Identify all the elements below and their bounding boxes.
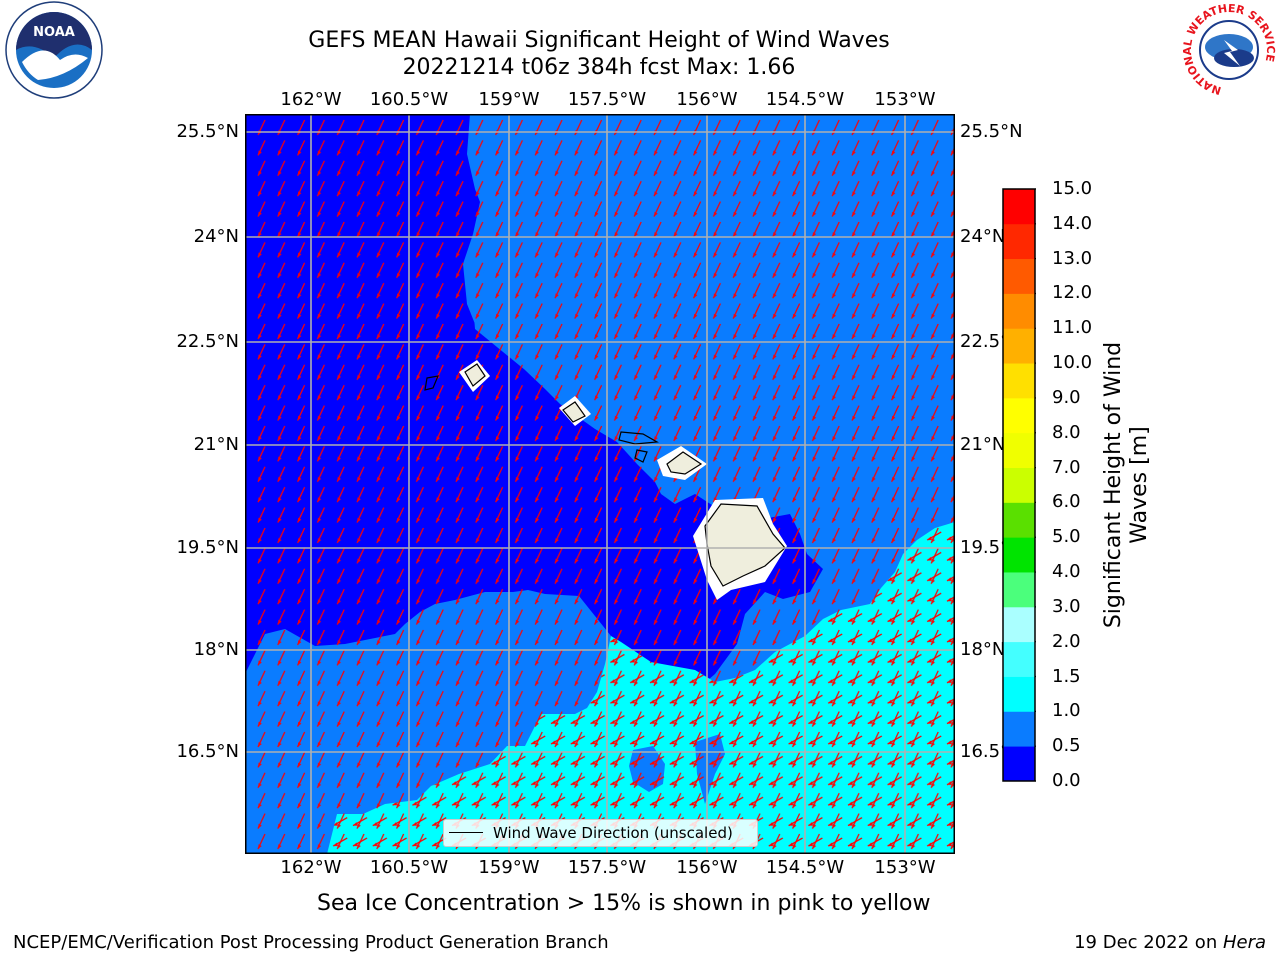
colorbar-segment-15	[1003, 223, 1035, 260]
hawaii-islands	[424, 360, 787, 600]
colorbar-tick-label: 7.0	[1052, 456, 1081, 478]
colorbar-tick-label: 14.0	[1052, 212, 1093, 234]
noaa-logo-text: NOAA	[33, 25, 75, 40]
colorbar-label: Significant Height of Wind Waves [m]	[1101, 342, 1153, 628]
lat-tick-right-21: 21°N	[960, 434, 1006, 455]
colorbar-tick-label: 1.5	[1052, 665, 1081, 687]
colorbar-tick-label: 5.0	[1052, 526, 1081, 548]
lon-tick-top-162: 162°W	[280, 89, 342, 110]
lat-tick-left-21: 21°N	[193, 434, 239, 455]
island-lanai	[634, 449, 648, 463]
colorbar-tick-label: 3.0	[1052, 595, 1081, 617]
colorbar-frame	[1002, 188, 1036, 782]
colorbar-ticks	[1035, 188, 1036, 782]
colorbar-segment-14	[1003, 258, 1035, 294]
colorbar-tick-label: 8.0	[1052, 421, 1081, 443]
legend-line-sample	[449, 832, 483, 833]
wave-height-map	[245, 114, 955, 854]
colorbar-segment-11	[1003, 363, 1035, 399]
lat-tick-right-25-5: 25.5°N	[960, 121, 1023, 142]
lat-tick-left-24: 24°N	[193, 226, 239, 247]
colorbar-segment-13	[1003, 293, 1035, 329]
lat-tick-left-18: 18°N	[193, 639, 239, 660]
colorbar-label-line1: Significant Height of Wind	[1101, 341, 1126, 629]
lon-tick-bottom-159: 159°W	[478, 857, 540, 878]
lat-lon-grid	[245, 114, 955, 854]
lon-tick-top-154-5: 154.5°W	[765, 89, 845, 110]
footer-host: Hera	[1222, 932, 1266, 953]
colorbar-segment-6	[1003, 537, 1035, 573]
lon-tick-bottom-154-5: 154.5°W	[765, 857, 845, 878]
island-oahu	[562, 401, 586, 423]
lat-tick-left-25-5: 25.5°N	[176, 121, 239, 142]
colorbar-tick-label: 13.0	[1052, 247, 1093, 269]
footer-left: NCEP/EMC/Verification Post Processing Pr…	[13, 932, 609, 953]
lon-tick-top-153: 153°W	[874, 89, 936, 110]
colorbar-segment-12	[1003, 328, 1035, 364]
lat-tick-left-16-5: 16.5°N	[176, 741, 239, 762]
colorbar	[1002, 188, 1036, 782]
lon-tick-bottom-162: 162°W	[280, 857, 342, 878]
lon-tick-top-159: 159°W	[478, 89, 540, 110]
footer-date: 19 Dec 2022 on	[1074, 932, 1223, 953]
lat-tick-right-24: 24°N	[960, 226, 1006, 247]
wind-wave-legend: Wind Wave Direction (unscaled)	[443, 819, 758, 847]
lon-tick-bottom-153: 153°W	[874, 857, 936, 878]
colorbar-tick-label: 2.0	[1052, 630, 1081, 652]
colorbar-segment-1	[1003, 711, 1035, 747]
lon-tick-bottom-160-5: 160.5°W	[369, 857, 449, 878]
colorbar-label-line2: Waves [m]	[1127, 426, 1152, 544]
sea-ice-note: Sea Ice Concentration > 15% is shown in …	[317, 891, 931, 916]
island-niihau	[424, 375, 439, 391]
colorbar-segment-2	[1003, 676, 1035, 712]
colorbar-segment-16	[1003, 189, 1035, 225]
legend-label: Wind Wave Direction (unscaled)	[493, 824, 733, 842]
colorbar-tick-label: 11.0	[1052, 317, 1093, 339]
island-hawaii	[704, 503, 786, 587]
island-molokai	[618, 431, 659, 445]
colorbar-segment-7	[1003, 502, 1035, 538]
colorbar-segment-3	[1003, 641, 1035, 677]
colorbar-segment-10	[1003, 397, 1035, 434]
lon-tick-bottom-156: 156°W	[676, 857, 738, 878]
lon-tick-top-157-5: 157.5°W	[567, 89, 647, 110]
colorbar-segment-4	[1003, 606, 1035, 643]
colorbar-tick-label: 0.0	[1052, 770, 1081, 791]
lat-tick-right-18: 18°N	[960, 639, 1006, 660]
noaa-logo: NOAA	[5, 1, 103, 99]
colorbar-tick-label: 4.0	[1052, 561, 1081, 583]
colorbar-segments	[1003, 189, 1035, 782]
colorbar-segment-9	[1003, 432, 1035, 468]
colorbar-tick-label: 12.0	[1052, 282, 1093, 304]
colorbar-tick-label: 10.0	[1052, 352, 1093, 374]
colorbar-tick-label: 0.5	[1052, 735, 1081, 757]
island-maui	[666, 451, 703, 475]
island-kauai	[464, 363, 486, 387]
colorbar-tick-label: 6.0	[1052, 491, 1081, 513]
wind-wave-arrows-cyan	[327, 522, 955, 854]
colorbar-tick-label: 15.0	[1052, 178, 1093, 199]
colorbar-segment-5	[1003, 572, 1035, 608]
map-frame	[245, 114, 955, 854]
colorbar-segment-0	[1003, 746, 1035, 782]
colorbar-segment-8	[1003, 467, 1035, 503]
lon-tick-bottom-157-5: 157.5°W	[567, 857, 647, 878]
footer-right: 19 Dec 2022 on Hera	[1074, 932, 1266, 954]
map-title-line2: 20221214 t06z 384h fcst Max: 1.66	[402, 55, 796, 80]
lon-tick-top-156: 156°W	[676, 89, 738, 110]
colorbar-tick-label: 9.0	[1052, 386, 1081, 408]
nws-logo: NATIONAL WEATHER SERVICE	[1181, 2, 1277, 97]
lat-tick-left-19-5: 19.5°N	[176, 537, 239, 558]
colorbar-tick-label: 1.0	[1052, 700, 1081, 722]
lon-tick-top-160-5: 160.5°W	[369, 89, 449, 110]
lat-tick-left-22-5: 22.5°N	[176, 331, 239, 352]
map-title-line1: GEFS MEAN Hawaii Significant Height of W…	[308, 28, 890, 53]
